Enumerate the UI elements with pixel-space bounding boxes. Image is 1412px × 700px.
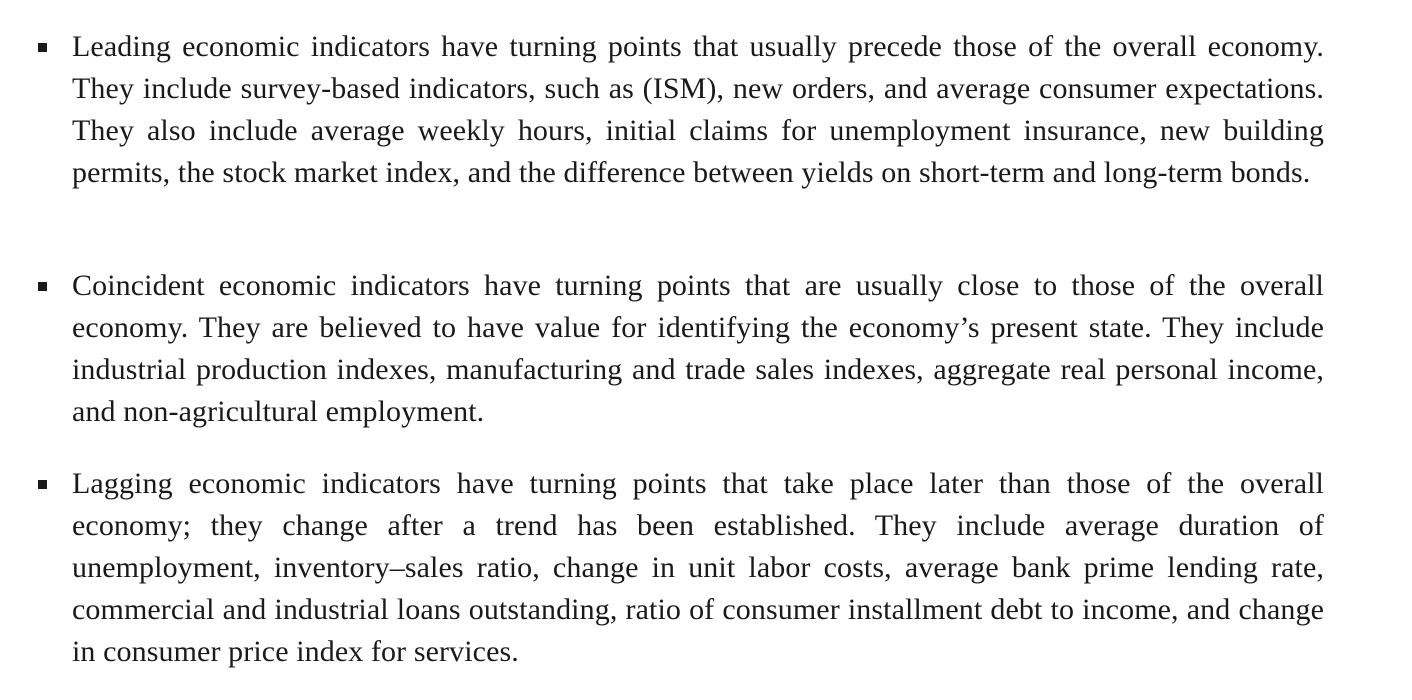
square-bullet-icon	[38, 282, 47, 291]
coincident-indicators-text: Coincident economic indicators have turn…	[72, 269, 1324, 428]
square-bullet-icon	[38, 480, 47, 489]
square-bullet-icon	[38, 43, 47, 52]
coincident-indicators-item: Coincident economic indicators have turn…	[38, 265, 1324, 433]
lagging-indicators-item: Lagging economic indicators have turning…	[38, 463, 1324, 673]
leading-indicators-text: Leading economic indicators have turning…	[72, 30, 1324, 189]
leading-indicators-item: Leading economic indicators have turning…	[38, 26, 1324, 194]
lagging-indicators-text: Lagging economic indicators have turning…	[72, 467, 1324, 668]
